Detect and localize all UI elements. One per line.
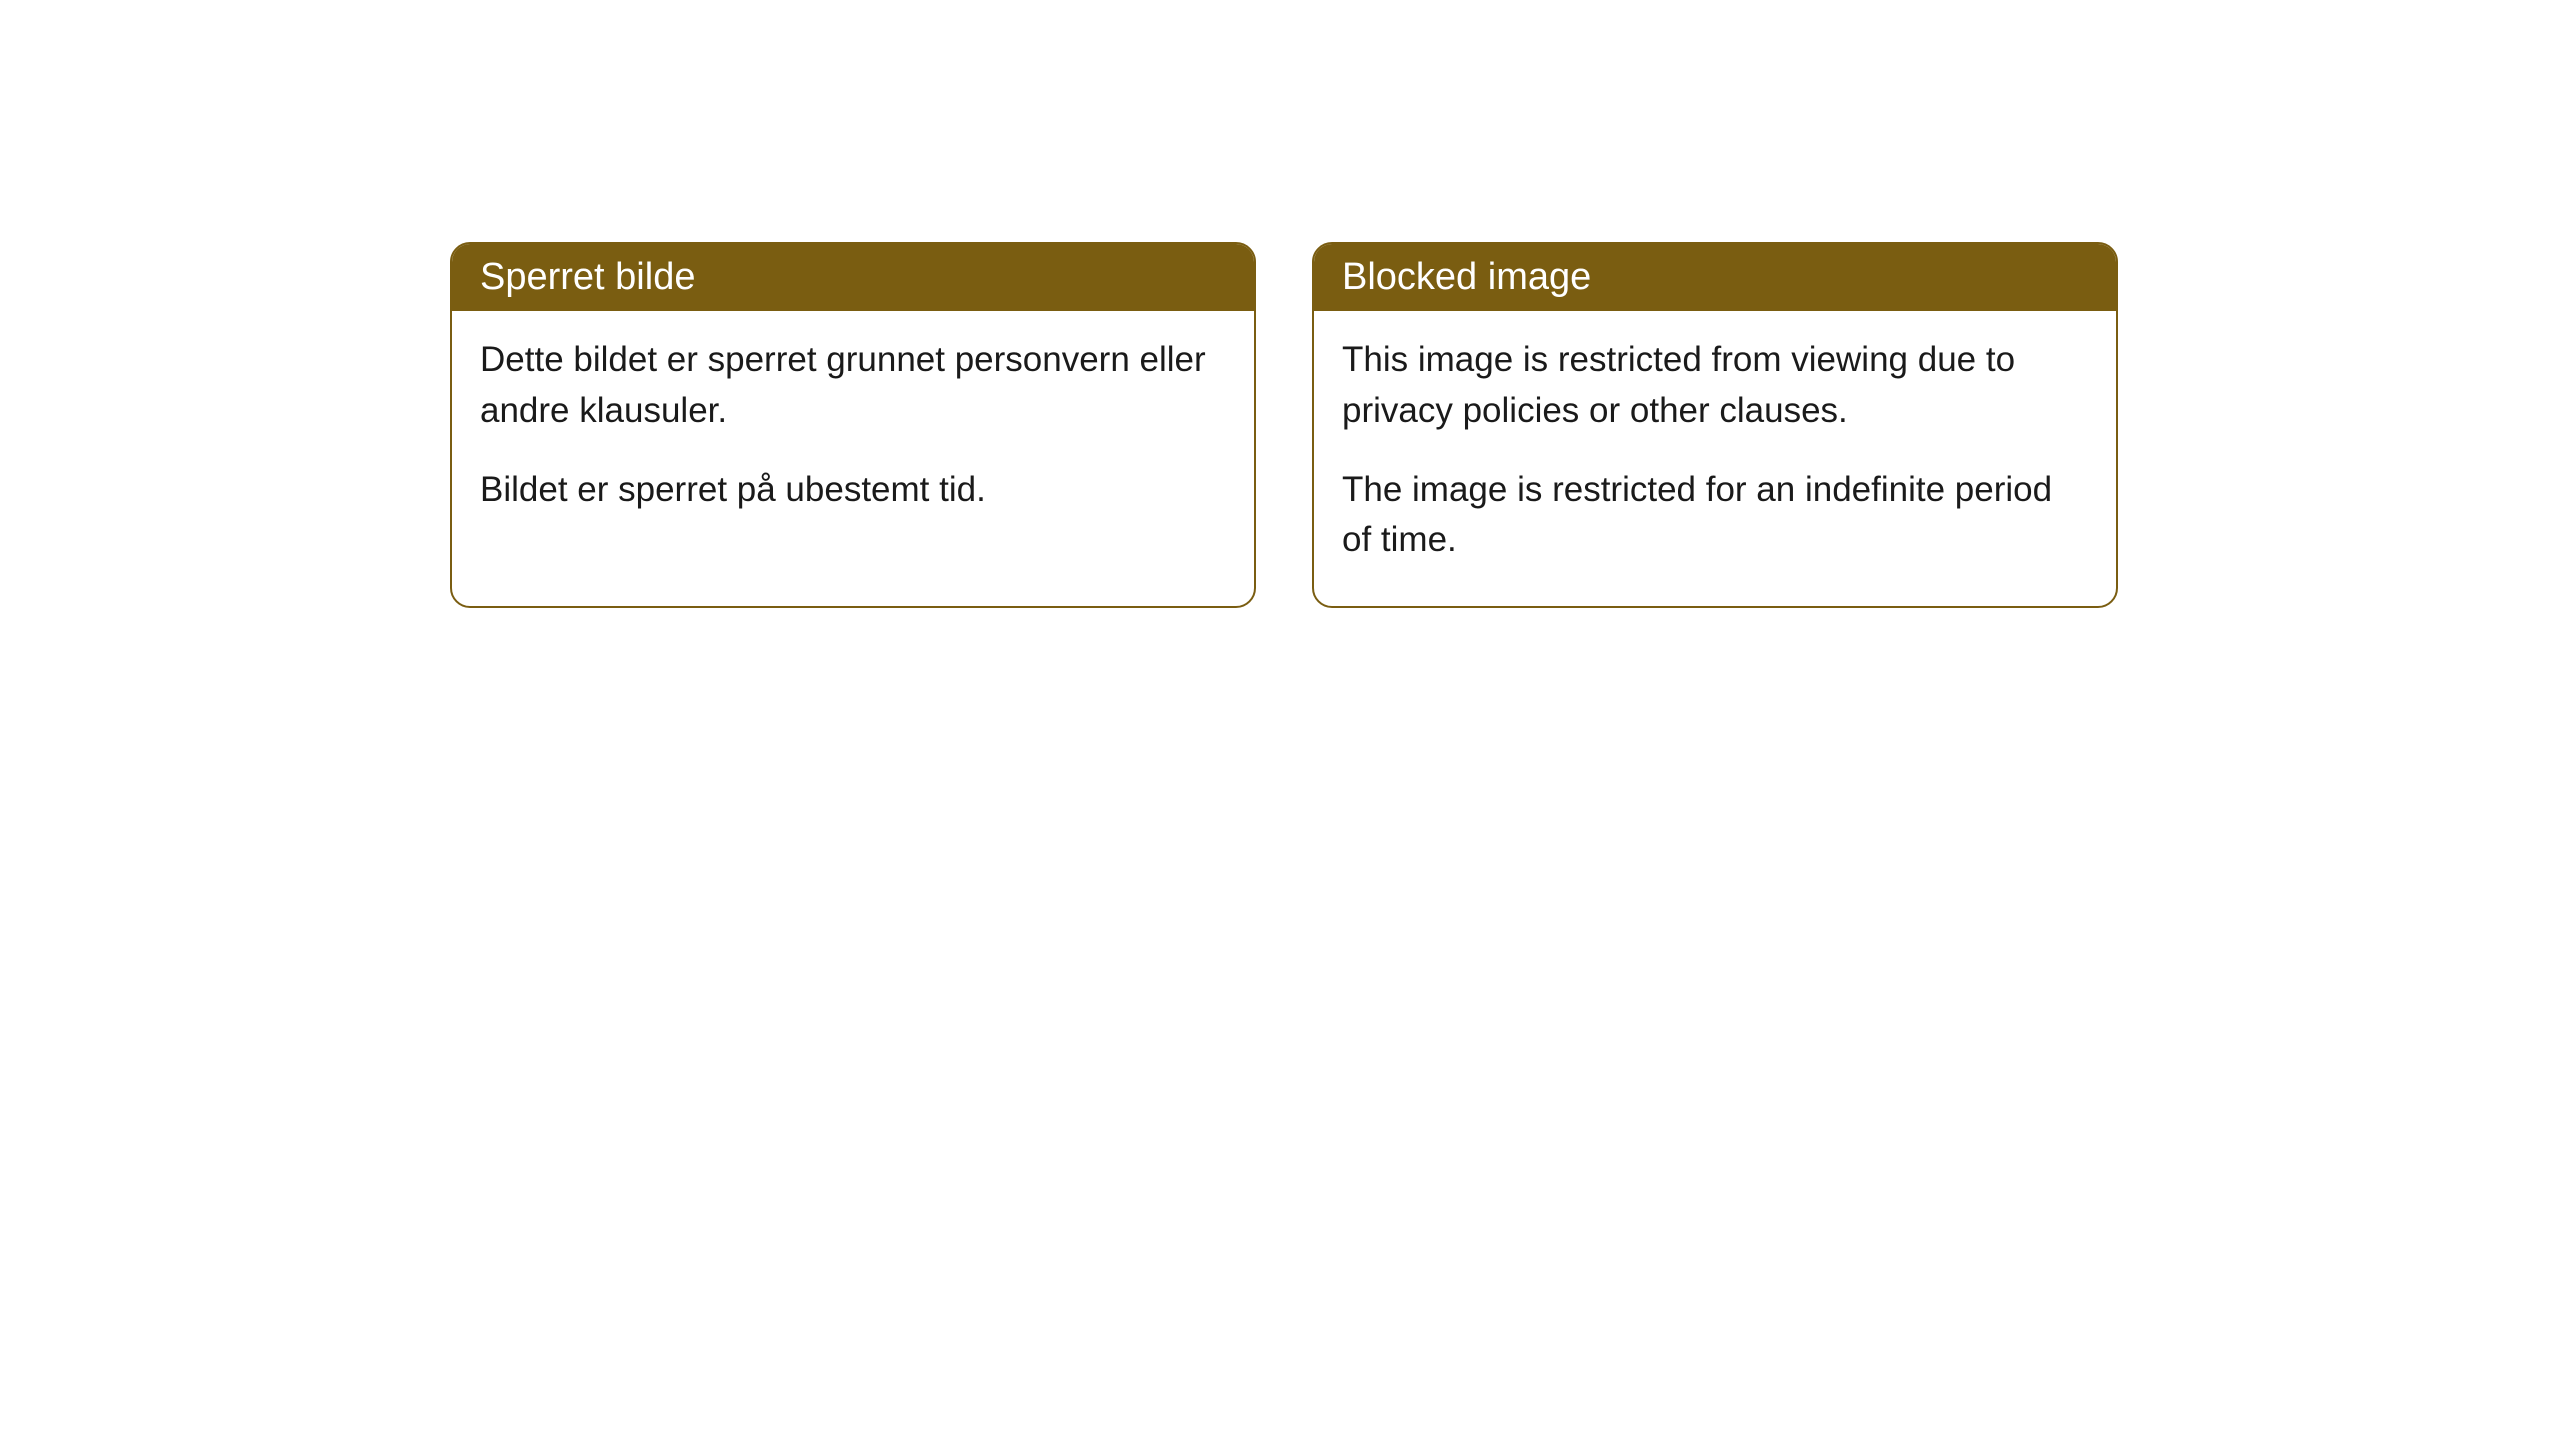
notice-paragraph-1: Dette bildet er sperret grunnet personve…: [480, 335, 1226, 437]
card-header-norwegian: Sperret bilde: [452, 244, 1254, 311]
notice-paragraph-1: This image is restricted from viewing du…: [1342, 335, 2088, 437]
blocked-image-card-english: Blocked image This image is restricted f…: [1312, 242, 2118, 608]
card-body-english: This image is restricted from viewing du…: [1314, 311, 2116, 606]
notice-paragraph-2: Bildet er sperret på ubestemt tid.: [480, 465, 1226, 516]
notice-paragraph-2: The image is restricted for an indefinit…: [1342, 465, 2088, 567]
notice-cards-container: Sperret bilde Dette bildet er sperret gr…: [450, 242, 2118, 608]
card-title: Blocked image: [1342, 256, 1591, 298]
blocked-image-card-norwegian: Sperret bilde Dette bildet er sperret gr…: [450, 242, 1256, 608]
card-header-english: Blocked image: [1314, 244, 2116, 311]
card-title: Sperret bilde: [480, 256, 695, 298]
card-body-norwegian: Dette bildet er sperret grunnet personve…: [452, 311, 1254, 555]
